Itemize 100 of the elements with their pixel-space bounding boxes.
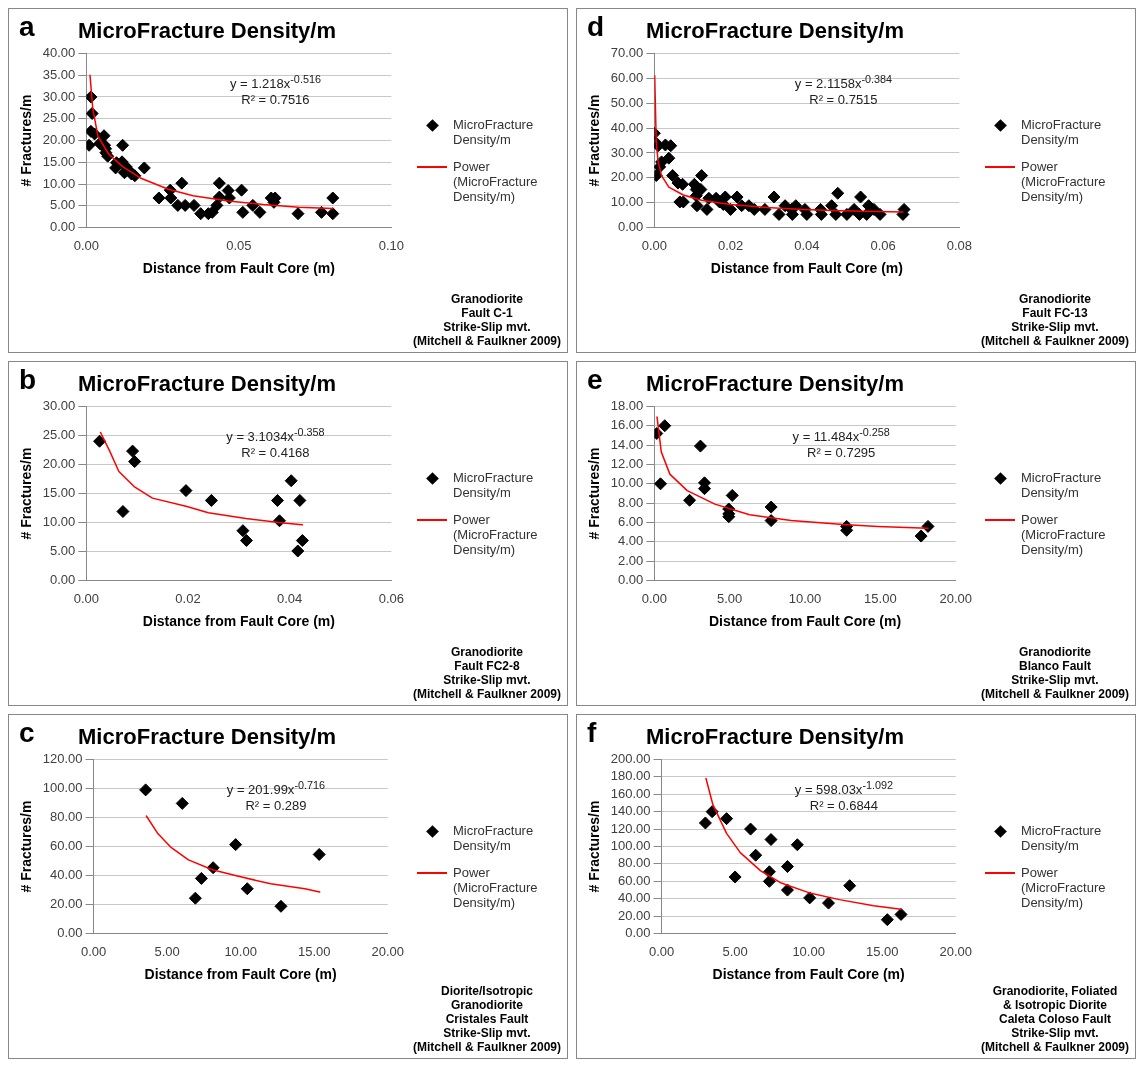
annotation: y = 1.218x$^{-0.516}$: [229, 71, 321, 93]
y-tick-label: 0.00: [618, 219, 644, 235]
legend-label: MicroFracture Density/m: [1021, 470, 1103, 500]
annotation: R² = 0.289: [244, 798, 308, 815]
legend-label: MicroFracture Density/m: [1021, 117, 1103, 147]
y-axis-title: # Fractures/m: [586, 447, 603, 540]
legend-label: MicroFracture Density/m: [453, 823, 535, 853]
y-tick-label: 18.00: [610, 397, 644, 413]
y-tick-label: 30.00: [610, 144, 644, 160]
text: d: [587, 11, 605, 43]
y-axis-title: # Fractures/m: [18, 447, 35, 540]
x-tick-label: 0.06: [378, 590, 405, 606]
annotation: R² = 0.7516: [240, 92, 311, 109]
y-tick-label: 35.00: [42, 66, 76, 82]
y-tick-label: 70.00: [610, 44, 644, 60]
y-tick-label: 80.00: [50, 809, 83, 825]
chart-title: MicroFracture Density/m: [78, 371, 336, 397]
x-tick-label: 15.00: [865, 943, 899, 959]
legend-label: Power (MicroFracture Density/m): [453, 865, 539, 910]
x-axis-title: Distance from Fault Core (m): [142, 613, 335, 630]
legend-label: Power (MicroFracture Density/m): [1021, 865, 1107, 910]
y-tick-label: 60.00: [610, 69, 644, 85]
text: Diorite/Isotropic Granodiorite Cristales Fault Strike-Slip mvt. (Mitchell & Faulkner 2009): [412, 984, 561, 1054]
y-tick-label: 120.00: [610, 820, 651, 836]
y-tick-label: 5.00: [50, 543, 76, 559]
text: b: [19, 364, 37, 396]
y-tick-label: 20.00: [42, 132, 76, 148]
y-tick-label: 15.00: [42, 485, 76, 501]
annotation: y = 11.484x$^{-0.258}$: [792, 424, 890, 446]
y-tick-label: 0.00: [50, 572, 76, 588]
x-tick-label: 0.10: [378, 237, 405, 253]
y-tick-label: 80.00: [618, 855, 651, 871]
x-tick-label: 0.04: [277, 590, 303, 606]
y-tick-label: 20.00: [42, 456, 76, 472]
y-tick-label: 16.00: [610, 417, 644, 433]
annotation: R² = 0.7295: [806, 445, 877, 462]
x-tick-label: 15.00: [297, 943, 331, 959]
legend-label: Power (MicroFracture Density/m): [453, 159, 539, 204]
y-tick-label: 50.00: [610, 94, 644, 110]
chart-title: MicroFracture Density/m: [78, 18, 336, 44]
y-tick-label: 60.00: [50, 838, 83, 854]
x-tick-label: 0.04: [794, 237, 820, 253]
annotation: R² = 0.4168: [240, 445, 311, 462]
x-tick-label: 0.06: [870, 237, 896, 253]
y-tick-label: 20.00: [610, 169, 644, 185]
y-tick-label: 12.00: [610, 456, 644, 472]
text: e: [587, 364, 603, 396]
x-tick-label: 10.00: [792, 943, 825, 959]
y-tick-label: 15.00: [42, 153, 76, 169]
x-axis-title: Distance from Fault Core (m): [142, 260, 335, 277]
annotation: y = 2.1158x$^{-0.384}$: [794, 71, 893, 93]
text: Granodiorite Fault C-1 Strike-Slip mvt. (Mitchell & Faulkner 2009): [412, 292, 561, 348]
y-tick-label: 6.00: [618, 514, 644, 530]
x-tick-label: 0.02: [717, 237, 744, 253]
legend-label: MicroFracture Density/m: [1021, 823, 1103, 853]
y-tick-label: 25.00: [42, 110, 76, 126]
x-tick-label: 0.00: [641, 237, 667, 253]
y-tick-label: 10.00: [610, 475, 644, 491]
x-tick-label: 0.00: [80, 943, 107, 959]
y-tick-label: 10.00: [610, 194, 644, 210]
y-tick-label: 40.00: [50, 867, 83, 883]
x-axis-title: Distance from Fault Core (m): [712, 966, 905, 983]
x-tick-label: 0.00: [648, 943, 675, 959]
chart-title: MicroFracture Density/m: [646, 18, 904, 44]
legend-label: Power (MicroFracture Density/m): [1021, 512, 1107, 557]
y-tick-label: 40.00: [610, 119, 644, 135]
x-tick-label: 0.00: [73, 590, 99, 606]
x-tick-label: 0.00: [73, 237, 99, 253]
y-tick-label: 40.00: [618, 890, 651, 906]
y-tick-label: 60.00: [618, 872, 651, 888]
y-tick-label: 180.00: [610, 768, 651, 784]
y-tick-label: 100.00: [610, 838, 651, 854]
y-tick-label: 20.00: [50, 896, 83, 912]
chart-title: MicroFracture Density/m: [646, 371, 904, 397]
legend-label: Power (MicroFracture Density/m): [1021, 159, 1107, 204]
text: c: [19, 717, 35, 749]
annotation: y = 598.03x$^{-1.092}$: [794, 777, 894, 799]
text: Granodiorite Fault FC2-8 Strike-Slip mvt. (Mitchell & Faulkner 2009): [412, 645, 561, 701]
y-tick-label: 0.00: [57, 925, 83, 941]
x-axis-title: Distance from Fault Core (m): [708, 613, 902, 630]
legend-label: MicroFracture Density/m: [453, 470, 535, 500]
y-tick-label: 160.00: [610, 785, 651, 801]
annotation: y = 201.99x$^{-0.716}$: [226, 777, 326, 799]
y-tick-label: 0.00: [50, 219, 76, 235]
y-tick-label: 120.00: [42, 750, 83, 766]
text: Granodiorite Blanco Fault Strike-Slip mvt. (Mitchell & Faulkner 2009): [980, 645, 1129, 701]
y-tick-label: 0.00: [625, 925, 651, 941]
x-tick-label: 0.02: [175, 590, 201, 606]
y-tick-label: 8.00: [618, 494, 644, 510]
text: Granodiorite, Foliated & Isotropic Diorite Caleta Coloso Fault Strike-Slip mvt. (Mitchell & Faulkner 2009): [980, 984, 1129, 1054]
y-axis-title: # Fractures/m: [586, 94, 603, 187]
y-axis-title: # Fractures/m: [18, 94, 35, 187]
y-tick-label: 5.00: [50, 197, 76, 213]
y-tick-label: 40.00: [42, 44, 76, 60]
y-tick-label: 4.00: [618, 533, 644, 549]
y-axis-title: # Fractures/m: [18, 800, 35, 893]
annotation: R² = 0.7515: [808, 92, 879, 109]
chart-title: MicroFracture Density/m: [78, 724, 336, 750]
text: Granodiorite Fault FC-13 Strike-Slip mvt. (Mitchell & Faulkner 2009): [980, 292, 1129, 348]
chart-title: MicroFracture Density/m: [646, 724, 904, 750]
